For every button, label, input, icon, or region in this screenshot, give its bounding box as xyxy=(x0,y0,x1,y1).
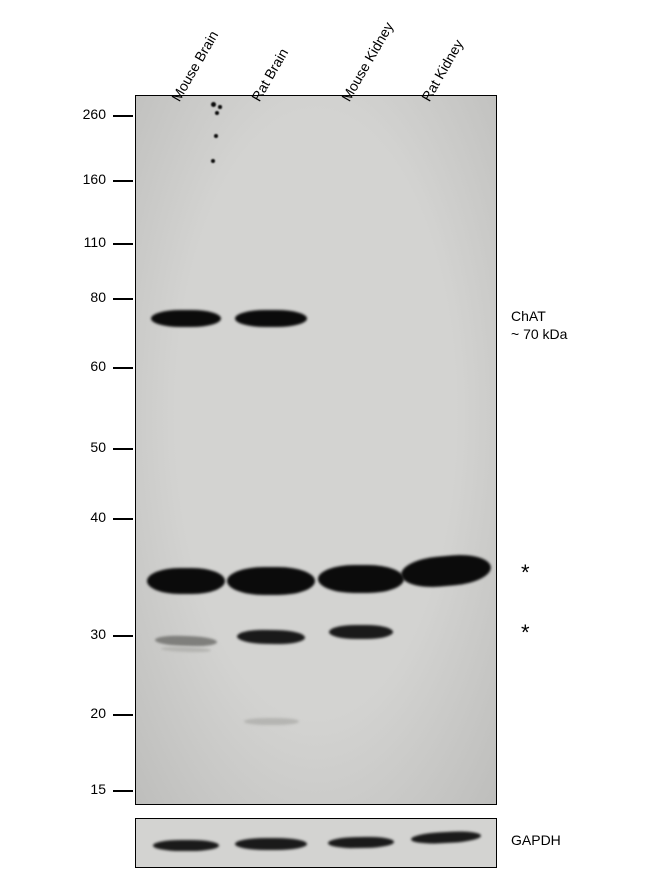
band xyxy=(227,567,315,595)
target-protein-label: ChAT ~ 70 kDa xyxy=(511,308,567,343)
mw-marker-tick xyxy=(113,448,133,450)
target-name: ChAT xyxy=(511,308,567,326)
nonspecific-band-asterisk: * xyxy=(521,560,530,586)
band xyxy=(328,836,394,848)
speck xyxy=(218,105,222,109)
gel-background xyxy=(136,96,496,804)
mw-marker-tick xyxy=(113,367,133,369)
mw-marker-label: 260 xyxy=(70,106,106,122)
western-blot-figure: ChAT ~ 70 kDa GAPDH Mouse BrainRat Brain… xyxy=(0,0,650,873)
mw-marker-tick xyxy=(113,790,133,792)
band xyxy=(153,840,219,851)
lane-label: Rat Kidney xyxy=(418,37,466,104)
mw-marker-label: 110 xyxy=(70,234,106,250)
mw-marker-tick xyxy=(113,180,133,182)
target-mw: ~ 70 kDa xyxy=(511,326,567,344)
loading-control-label: GAPDH xyxy=(511,832,561,848)
band xyxy=(235,310,307,327)
mw-marker-label: 60 xyxy=(70,358,106,374)
loading-control-membrane xyxy=(135,818,497,868)
mw-marker-label: 160 xyxy=(70,171,106,187)
band xyxy=(318,565,404,593)
mw-marker-tick xyxy=(113,518,133,520)
band xyxy=(151,310,221,327)
mw-marker-label: 80 xyxy=(70,289,106,305)
speck xyxy=(211,159,215,163)
mw-marker-tick xyxy=(113,243,133,245)
mw-marker-label: 15 xyxy=(70,781,106,797)
speck xyxy=(215,111,219,115)
band xyxy=(235,838,307,850)
mw-marker-tick xyxy=(113,635,133,637)
mw-marker-tick xyxy=(113,298,133,300)
mw-marker-tick xyxy=(113,115,133,117)
lane-label: Mouse Kidney xyxy=(338,19,396,104)
mw-marker-label: 50 xyxy=(70,439,106,455)
mw-marker-label: 40 xyxy=(70,509,106,525)
nonspecific-band-asterisk: * xyxy=(521,620,530,646)
mw-marker-tick xyxy=(113,714,133,716)
mw-marker-label: 30 xyxy=(70,626,106,642)
main-gel-membrane xyxy=(135,95,497,805)
speck xyxy=(211,102,216,107)
band xyxy=(147,568,225,594)
mw-marker-label: 20 xyxy=(70,705,106,721)
band xyxy=(244,718,299,725)
lane-label: Mouse Brain xyxy=(168,28,221,104)
speck xyxy=(214,134,218,138)
band xyxy=(329,625,393,639)
